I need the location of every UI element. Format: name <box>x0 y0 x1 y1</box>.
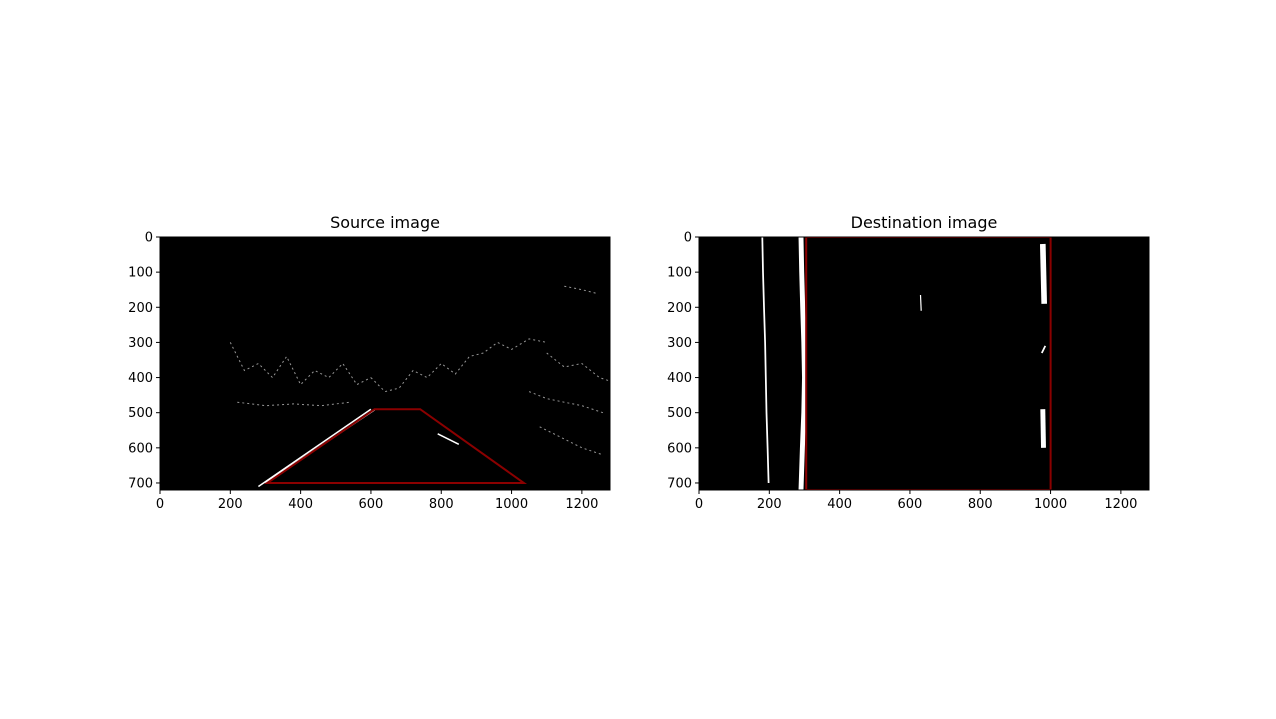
destination-image-lane-line <box>919 294 922 311</box>
destination-image-xtick-label: 600 <box>898 497 923 512</box>
destination-image-xtick-label: 1200 <box>1104 497 1137 512</box>
destination-image-lane-line <box>1041 345 1047 354</box>
destination-image-ytick-label: 0 <box>684 231 692 246</box>
destination-image-lane-line <box>798 237 807 490</box>
source-image-xtick-label: 600 <box>359 497 384 512</box>
source-image-ytick-label: 600 <box>128 441 153 456</box>
destination-image-lane-line <box>1039 243 1048 304</box>
destination-image-ytick-label: 300 <box>667 336 692 351</box>
destination-image-xtick-label: 1000 <box>1034 497 1067 512</box>
source-image-axes-frame <box>159 236 611 491</box>
source-image-ytick-label: 100 <box>128 266 153 281</box>
destination-image-ytick-label: 400 <box>667 371 692 386</box>
source-image-ytick-label: 400 <box>128 371 153 386</box>
source-image-edge-segment <box>539 426 604 456</box>
destination-image-ytick-label: 700 <box>667 476 692 491</box>
source-image-title: Source image <box>330 213 440 232</box>
source-image-ytick-label: 700 <box>128 476 153 491</box>
destination-image-xtick-label: 800 <box>968 497 993 512</box>
destination-image-axes-frame <box>698 236 1150 491</box>
destination-image-region-outline <box>805 237 1052 490</box>
source-image-region-outline <box>263 408 528 484</box>
source-image-xtick-label: 0 <box>156 497 164 512</box>
source-image-ytick-label: 300 <box>128 336 153 351</box>
source-image-xtick-label: 1200 <box>565 497 598 512</box>
source-image-ytick-label: 500 <box>128 406 153 421</box>
source-image-edge-segment <box>237 401 350 407</box>
source-image-lane-line <box>257 408 372 488</box>
source-image-xtick-label: 200 <box>218 497 243 512</box>
destination-image-title: Destination image <box>851 213 998 232</box>
source-image-edge-segment <box>564 285 597 294</box>
destination-image-ytick-label: 100 <box>667 266 692 281</box>
source-image-edge-segment <box>370 338 547 393</box>
destination-image-lane-line <box>1040 409 1046 448</box>
source-image-edge-segment <box>546 352 610 382</box>
source-image-xtick-label: 400 <box>288 497 313 512</box>
destination-image-ytick-label: 200 <box>667 301 692 316</box>
destination-image-ytick-label: 500 <box>667 406 692 421</box>
source-image-ytick-label: 0 <box>145 231 153 246</box>
source-image-xtick-label: 800 <box>429 497 454 512</box>
destination-image-xtick-label: 400 <box>827 497 852 512</box>
destination-image-ytick-label: 600 <box>667 441 692 456</box>
source-image-ytick-label: 200 <box>128 301 153 316</box>
destination-image-lane-line <box>761 237 770 484</box>
destination-image-xtick-label: 200 <box>757 497 782 512</box>
destination-image-panel: Destination image 0 200 400 600 800 1000 1200 0 1… <box>667 213 1150 512</box>
source-image-content <box>229 285 610 488</box>
destination-image-content <box>761 237 1052 490</box>
source-image-xtick-label: 1000 <box>495 497 528 512</box>
destination-image-xtick-label: 0 <box>695 497 703 512</box>
source-image-panel: Source image 0 200 400 600 800 1000 1200 0 100 200… <box>128 213 611 512</box>
source-image-edge-segment <box>229 342 372 386</box>
source-image-lane-line <box>437 433 460 445</box>
source-image-edge-segment <box>528 391 604 414</box>
source-image-image <box>160 237 610 490</box>
destination-image-image <box>699 237 1149 490</box>
